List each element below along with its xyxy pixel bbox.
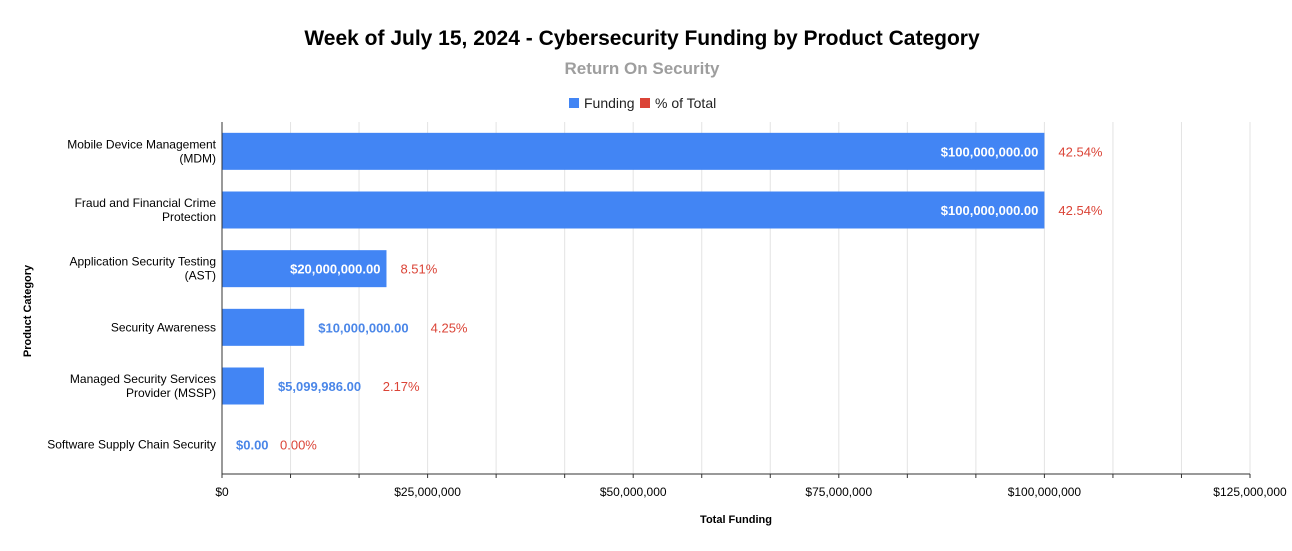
category-label: Mobile Device Management (MDM): [67, 137, 216, 165]
percent-label: 0.00%: [280, 438, 317, 453]
category-label: Managed Security Services Provider (MSSP): [70, 372, 216, 400]
legend-label-pct: % of Total: [655, 95, 716, 111]
bar: [222, 132, 1045, 170]
bars: [222, 132, 1045, 405]
chart-subtitle: Return On Security: [565, 59, 720, 78]
legend: Funding % of Total: [569, 95, 716, 111]
legend-swatch-funding: [569, 98, 579, 108]
funding-value-label: $100,000,000.00: [941, 203, 1039, 218]
bar: [222, 191, 1045, 229]
funding-value-label: $0.00: [236, 438, 269, 453]
funding-value-label: $10,000,000.00: [318, 320, 408, 335]
x-tick-label: $0: [215, 485, 229, 499]
funding-value-label: $5,099,986.00: [278, 379, 361, 394]
y-axis-title: Product Category: [22, 264, 34, 357]
category-label: Security Awareness: [111, 320, 216, 334]
x-tick-label: $25,000,000: [394, 485, 461, 499]
legend-label-funding: Funding: [584, 95, 635, 111]
x-axis: $0 $25,000,000 $50,000,000 $75,000,000 $100,…: [215, 122, 1287, 499]
category-label: Application Security Testing (AST): [69, 255, 216, 283]
category-labels: Mobile Device Management (MDM) Fraud and F…: [47, 137, 216, 451]
bar: [222, 250, 387, 288]
category-label: Fraud and Financial Crime Protection: [75, 196, 217, 224]
percent-label: 2.17%: [383, 379, 420, 394]
bar: [222, 308, 305, 346]
funding-value-label: $20,000,000.00: [290, 262, 380, 277]
legend-swatch-pct: [640, 98, 650, 108]
x-tick-label: $75,000,000: [805, 485, 872, 499]
category-label: Software Supply Chain Security: [47, 438, 216, 452]
percent-label: 42.54%: [1058, 144, 1103, 159]
percent-label: 42.54%: [1058, 203, 1103, 218]
chart-title: Week of July 15, 2024 - Cybersecurity Fu…: [304, 27, 980, 50]
funding-value-label: $100,000,000.00: [941, 144, 1039, 159]
value-labels: $100,000,000.00 42.54% $100,000,000.00 42.5…: [236, 144, 1103, 452]
percent-label: 8.51%: [400, 262, 437, 277]
x-tick-label: $50,000,000: [600, 485, 667, 499]
x-axis-title: Total Funding: [700, 514, 772, 526]
x-tick-label: $100,000,000: [1008, 485, 1082, 499]
bar: [222, 367, 264, 405]
x-tick-label: $125,000,000: [1213, 485, 1287, 499]
percent-label: 4.25%: [431, 320, 468, 335]
gridlines: [290, 122, 1251, 474]
